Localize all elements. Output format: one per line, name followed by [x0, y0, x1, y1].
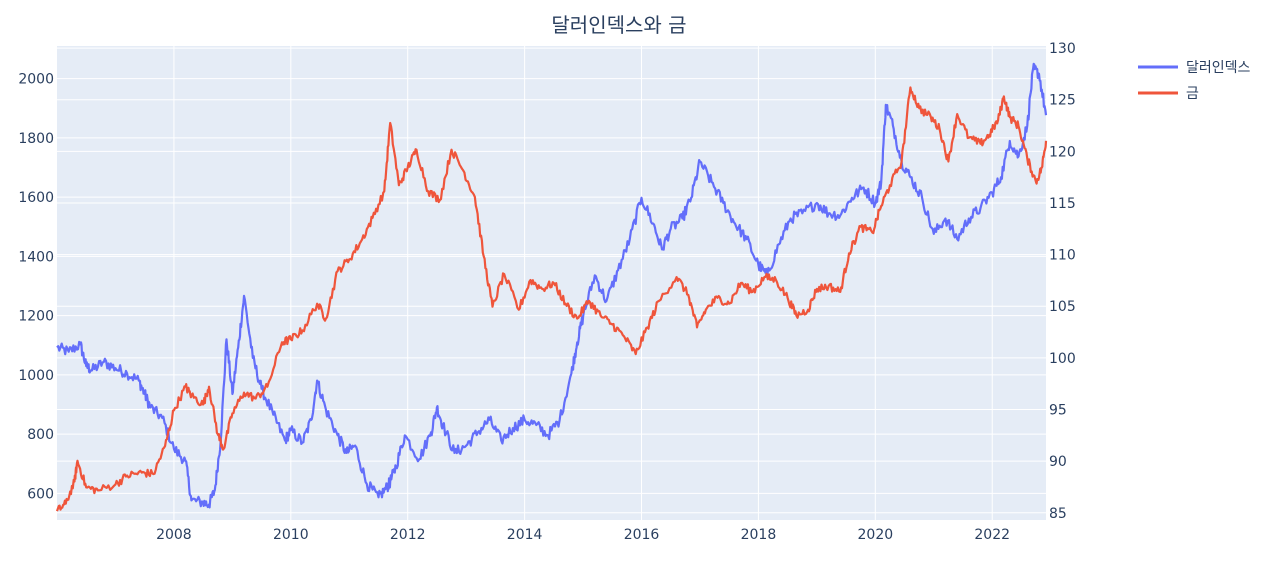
chart-title: 달러인덱스와 금 [551, 13, 686, 37]
right-y-tick-label: 90 [1049, 454, 1067, 470]
left-y-tick-label: 2000 [18, 72, 54, 88]
legend-label-gold: 금 [1186, 86, 1199, 102]
right-y-tick-labels: 85 90 95 100 105 110 115 120 125 130 [1049, 41, 1076, 522]
left-y-tick-label: 1000 [18, 368, 54, 384]
left-y-tick-label: 1400 [18, 249, 54, 265]
legend-label-dollar-index: 달러인덱스 [1186, 60, 1251, 76]
legend[interactable]: 달러인덱스 금 [1138, 60, 1251, 102]
series-line-gold [55, 86, 1048, 512]
series-layer [55, 62, 1048, 512]
y-gridlines [57, 47, 1046, 514]
left-y-tick-label: 800 [27, 427, 54, 443]
x-tick-label: 2008 [156, 527, 192, 543]
x-tick-label: 2022 [974, 527, 1010, 543]
x-tick-label: 2010 [273, 527, 309, 543]
right-y-tick-label: 125 [1049, 93, 1076, 109]
left-y-tick-label: 1600 [18, 190, 54, 206]
left-y-tick-label: 1200 [18, 309, 54, 325]
right-y-tick-label: 105 [1049, 299, 1076, 315]
left-y-tick-labels: 600 800 1000 1200 1400 1600 1800 2000 [18, 72, 54, 503]
right-y-tick-label: 130 [1049, 41, 1076, 57]
x-tick-labels: 2008 2010 2012 2014 2016 2018 2020 2022 [156, 527, 1010, 543]
x-tick-label: 2018 [741, 527, 777, 543]
right-y-tick-label: 110 [1049, 248, 1076, 264]
right-y-tick-label: 85 [1049, 506, 1067, 522]
right-y-tick-label: 95 [1049, 403, 1067, 419]
left-y-tick-label: 600 [27, 486, 54, 502]
x-tick-label: 2012 [390, 527, 426, 543]
series-line-dollar-index [56, 62, 1048, 509]
x-tick-label: 2020 [858, 527, 894, 543]
right-y-tick-label: 120 [1049, 144, 1076, 160]
legend-item-gold[interactable]: 금 [1138, 86, 1199, 102]
right-y-tick-label: 100 [1049, 351, 1076, 367]
legend-item-dollar-index[interactable]: 달러인덱스 [1138, 60, 1251, 76]
left-y-tick-label: 1800 [18, 131, 54, 147]
right-y-tick-label: 115 [1049, 196, 1076, 212]
x-tick-label: 2014 [507, 527, 543, 543]
x-tick-label: 2016 [624, 527, 660, 543]
